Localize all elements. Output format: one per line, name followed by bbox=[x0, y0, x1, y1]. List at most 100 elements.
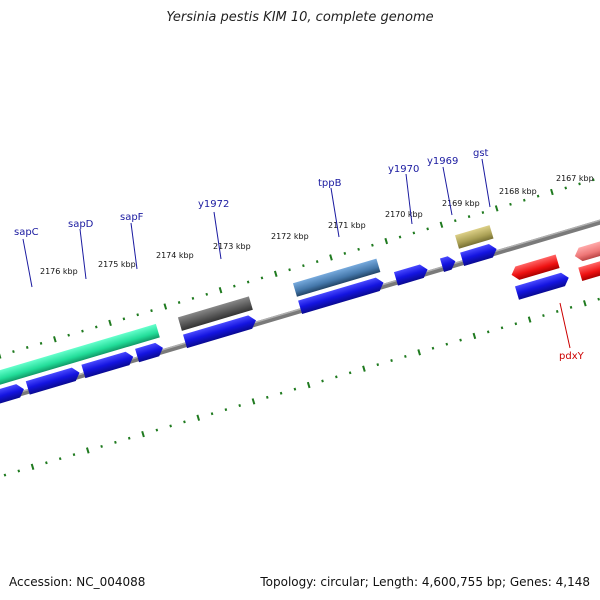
minor-tick bbox=[412, 231, 416, 235]
gene-label-tppB: tppB bbox=[318, 178, 342, 189]
major-tick bbox=[30, 463, 35, 470]
gene-arrow bbox=[393, 264, 428, 286]
minor-tick bbox=[177, 300, 181, 304]
minor-tick bbox=[578, 182, 581, 186]
major-tick bbox=[439, 221, 444, 228]
kbp-label: 2171 kbp bbox=[328, 221, 366, 230]
major-tick bbox=[306, 381, 311, 389]
gene-arrow bbox=[135, 342, 163, 363]
gene-arrow bbox=[439, 256, 456, 272]
leader-pdxY bbox=[559, 302, 571, 349]
feature-gst-cog bbox=[455, 225, 494, 249]
minor-tick bbox=[58, 457, 62, 461]
minor-tick bbox=[25, 345, 29, 349]
minor-tick bbox=[536, 194, 540, 198]
minor-tick bbox=[155, 428, 159, 432]
minor-tick bbox=[321, 379, 324, 383]
minor-tick bbox=[279, 391, 283, 395]
minor-tick bbox=[293, 387, 297, 391]
minor-tick bbox=[376, 363, 380, 367]
major-tick bbox=[0, 352, 2, 359]
feature-pdxY-cog bbox=[511, 254, 560, 280]
minor-tick bbox=[542, 314, 545, 318]
minor-tick bbox=[114, 440, 117, 444]
minor-tick bbox=[404, 354, 407, 358]
minor-tick bbox=[486, 330, 490, 334]
minor-tick bbox=[522, 198, 526, 202]
minor-tick bbox=[100, 444, 103, 448]
minor-tick bbox=[514, 322, 518, 326]
minor-tick bbox=[564, 186, 568, 190]
minor-tick bbox=[357, 247, 360, 251]
gene-arrow bbox=[460, 244, 497, 266]
upper-scale-track bbox=[0, 178, 595, 359]
gene-label-y1972: y1972 bbox=[198, 199, 229, 210]
minor-tick bbox=[127, 436, 131, 440]
major-tick bbox=[53, 336, 57, 343]
leader-gst bbox=[481, 158, 491, 208]
leader-y1970 bbox=[405, 173, 413, 225]
major-tick bbox=[527, 316, 532, 323]
feature-y1972-cog bbox=[177, 296, 253, 331]
minor-tick bbox=[12, 350, 15, 354]
gene-label-sapF: sapF bbox=[120, 212, 144, 223]
minor-tick bbox=[45, 461, 48, 465]
major-tick bbox=[472, 332, 477, 340]
minor-tick bbox=[191, 296, 195, 300]
minor-tick bbox=[509, 202, 512, 206]
minor-tick bbox=[315, 260, 319, 264]
major-tick bbox=[108, 319, 112, 327]
major-tick bbox=[362, 365, 366, 372]
feature-tppB-cog bbox=[292, 258, 381, 297]
gene-arrow bbox=[514, 272, 569, 300]
gene-label-sapC: sapC bbox=[14, 227, 39, 238]
minor-tick bbox=[592, 178, 595, 182]
major-tick bbox=[494, 205, 499, 212]
minor-tick bbox=[302, 264, 305, 268]
major-tick bbox=[329, 254, 333, 261]
major-tick bbox=[163, 303, 168, 310]
minor-tick bbox=[500, 326, 504, 330]
minor-tick bbox=[3, 473, 7, 477]
major-tick bbox=[141, 430, 145, 438]
lower-scale-track bbox=[3, 297, 600, 477]
minor-tick bbox=[348, 371, 352, 375]
minor-tick bbox=[81, 329, 84, 333]
gene-arrow bbox=[25, 367, 80, 395]
minor-tick bbox=[431, 346, 435, 350]
gene-arrow bbox=[298, 277, 384, 314]
major-tick bbox=[196, 414, 201, 421]
minor-tick bbox=[238, 404, 242, 408]
minor-tick bbox=[343, 251, 347, 255]
minor-tick bbox=[569, 305, 573, 309]
accession-text: Accession: NC_004088 bbox=[9, 575, 146, 589]
kbp-label: 2168 kbp bbox=[499, 187, 537, 196]
minor-tick bbox=[150, 309, 153, 313]
minor-tick bbox=[288, 268, 291, 272]
minor-tick bbox=[481, 211, 485, 214]
minor-tick bbox=[390, 359, 393, 363]
minor-tick bbox=[39, 341, 43, 345]
minor-tick bbox=[169, 424, 172, 428]
leader-sapD bbox=[79, 228, 87, 280]
major-tick bbox=[417, 349, 421, 356]
map-title: Yersinia pestis KIM 10, complete genome bbox=[166, 10, 434, 25]
kbp-label: 2173 kbp bbox=[213, 242, 251, 251]
feature-next-cog bbox=[574, 231, 600, 262]
minor-tick bbox=[335, 375, 338, 379]
major-tick bbox=[384, 237, 389, 245]
gene-label-sapD: sapD bbox=[68, 219, 94, 230]
minor-tick bbox=[233, 284, 236, 288]
gene-label-pdxY: pdxY bbox=[559, 351, 585, 362]
kbp-label: 2176 kbp bbox=[40, 267, 78, 276]
topology-summary: Topology: circular; Length: 4,600,755 bp… bbox=[260, 575, 590, 589]
kbp-label: 2174 kbp bbox=[156, 251, 194, 260]
leader-sapF bbox=[130, 222, 138, 270]
minor-tick bbox=[205, 292, 209, 296]
gene-label-gst: gst bbox=[473, 148, 489, 159]
minor-tick bbox=[597, 297, 600, 301]
minor-tick bbox=[459, 338, 462, 342]
minor-tick bbox=[17, 469, 21, 473]
kbp-label: 2172 kbp bbox=[271, 232, 309, 241]
minor-tick bbox=[453, 219, 457, 223]
